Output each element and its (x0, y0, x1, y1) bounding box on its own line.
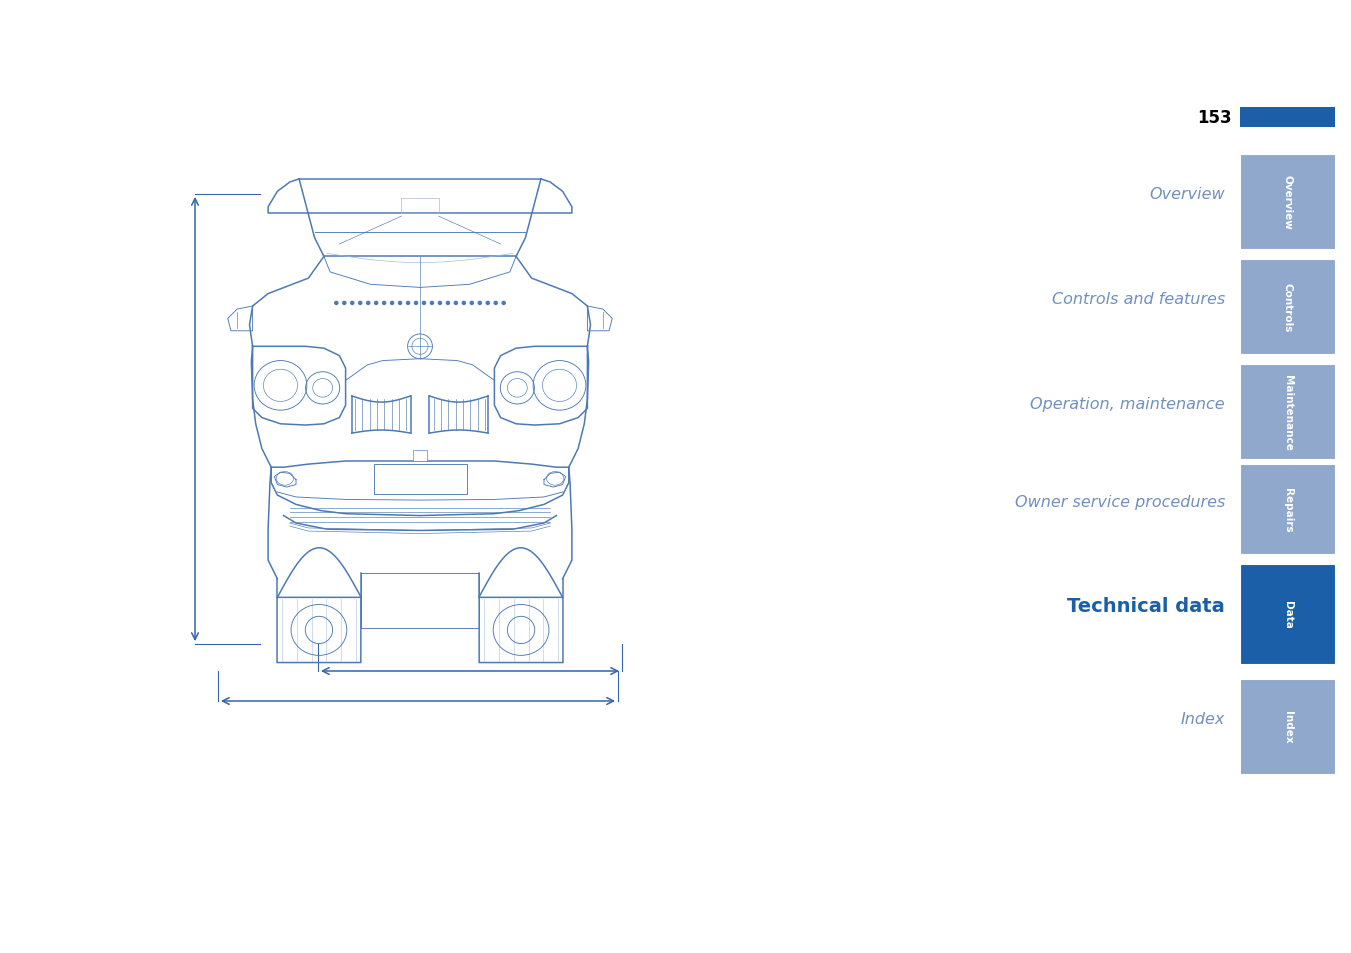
Circle shape (494, 302, 497, 305)
Bar (1240, 108, 1335, 128)
Bar (1240, 154, 1335, 250)
Text: Overview: Overview (1282, 175, 1293, 230)
Bar (1240, 365, 1335, 459)
Text: Index: Index (1181, 712, 1225, 726)
Circle shape (407, 302, 409, 305)
Circle shape (408, 335, 432, 359)
Circle shape (390, 302, 393, 305)
Text: Controls: Controls (1282, 282, 1293, 332)
Text: Technical data: Technical data (1067, 597, 1225, 616)
Circle shape (412, 339, 428, 355)
Text: Index: Index (1282, 710, 1293, 743)
Text: 153: 153 (1197, 109, 1232, 127)
Circle shape (470, 302, 473, 305)
Text: Data: Data (1282, 600, 1293, 628)
Circle shape (343, 302, 346, 305)
Circle shape (431, 302, 434, 305)
Bar (1240, 564, 1335, 664)
Text: Maintenance: Maintenance (1282, 375, 1293, 450)
Circle shape (358, 302, 362, 305)
Circle shape (415, 302, 417, 305)
Circle shape (486, 302, 489, 305)
Text: Controls and features: Controls and features (1051, 292, 1225, 307)
Circle shape (446, 302, 450, 305)
Text: Overview: Overview (1150, 187, 1225, 202)
Circle shape (351, 302, 354, 305)
Circle shape (423, 302, 426, 305)
Bar (412, 451, 427, 461)
Text: Owner service procedures: Owner service procedures (1015, 495, 1225, 510)
Circle shape (366, 302, 370, 305)
Bar (373, 465, 466, 495)
Circle shape (462, 302, 465, 305)
Circle shape (454, 302, 458, 305)
Text: Operation, maintenance: Operation, maintenance (1031, 397, 1225, 412)
Bar (1240, 260, 1335, 355)
Circle shape (382, 302, 385, 305)
Circle shape (335, 302, 338, 305)
Circle shape (478, 302, 481, 305)
Circle shape (438, 302, 442, 305)
Circle shape (503, 302, 505, 305)
Circle shape (374, 302, 378, 305)
Circle shape (399, 302, 401, 305)
Text: Repairs: Repairs (1282, 487, 1293, 532)
Bar (1240, 679, 1335, 774)
Bar (1240, 464, 1335, 555)
